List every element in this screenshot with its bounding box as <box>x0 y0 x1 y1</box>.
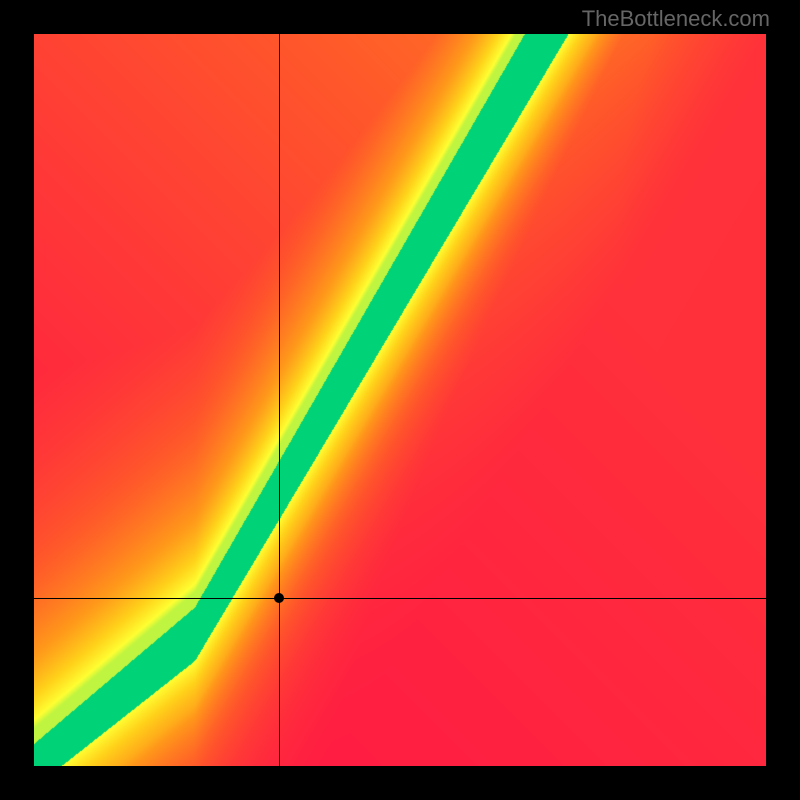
chart-container: TheBottleneck.com <box>0 0 800 800</box>
crosshair-horizontal <box>34 598 766 599</box>
heatmap-canvas <box>34 34 766 766</box>
watermark-text: TheBottleneck.com <box>582 6 770 32</box>
crosshair-dot <box>274 593 284 603</box>
crosshair-vertical <box>279 34 280 766</box>
plot-area <box>34 34 766 766</box>
